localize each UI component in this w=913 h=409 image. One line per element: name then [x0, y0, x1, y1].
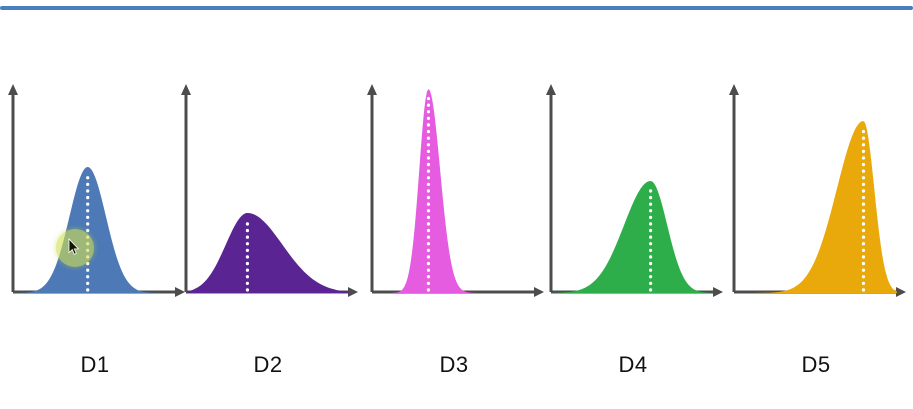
d5-label: D5	[801, 352, 831, 377]
d1-distribution-plot	[8, 84, 185, 297]
top-border	[0, 6, 913, 10]
distribution-panel-d3: D3	[364, 70, 544, 378]
d4-distribution-plot	[546, 84, 723, 297]
d5-distribution-plot	[729, 84, 906, 297]
d3-distribution-plot	[367, 84, 544, 297]
distribution-panel-d5: D5	[726, 70, 906, 378]
cursor-icon	[68, 238, 80, 255]
d2-label: D2	[253, 352, 283, 377]
distribution-panel-d2: D2	[178, 70, 358, 378]
d3-label: D3	[439, 352, 469, 377]
d1-label: D1	[80, 352, 110, 377]
cursor-highlight	[56, 229, 94, 267]
distribution-panel-d4: D4	[543, 70, 723, 378]
d2-distribution-plot	[181, 84, 358, 297]
d4-label: D4	[618, 352, 648, 377]
distribution-panel-d1: D1	[5, 70, 185, 378]
